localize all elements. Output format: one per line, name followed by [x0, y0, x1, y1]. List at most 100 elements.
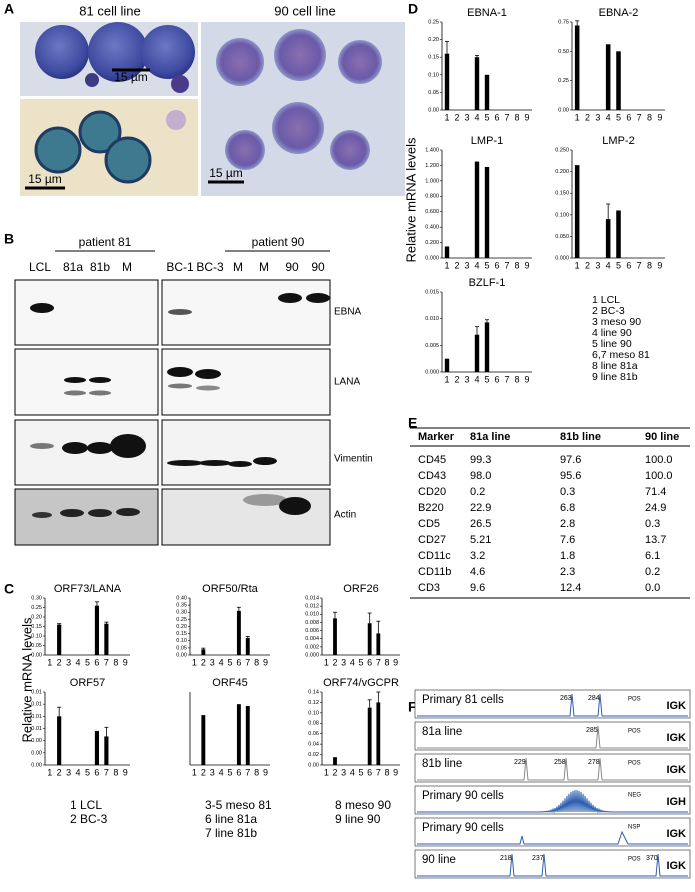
table-cell: 100.0 [645, 454, 673, 466]
x-tick-label: 7 [637, 112, 642, 122]
x-tick-label: 8 [514, 260, 519, 270]
trace-box [414, 689, 691, 719]
x-tick-label: 4 [474, 260, 479, 270]
x-tick-label: 6 [494, 112, 499, 122]
y-tick-label: 0.800 [425, 194, 439, 200]
table-cell: 71.4 [645, 486, 666, 498]
bar [367, 623, 372, 655]
y-tick-label: 0.015 [425, 289, 439, 295]
legend-entry: 9 line 90 [335, 812, 381, 826]
x-tick-label: 2 [57, 767, 62, 777]
y-tick-label: 0.10 [428, 72, 439, 78]
y-tick-label: 0.05 [176, 645, 187, 651]
bar [444, 246, 450, 258]
bar [367, 707, 372, 765]
locus-label: IGH [666, 796, 686, 808]
bar [474, 57, 480, 110]
y-tick-label: 0.15 [176, 631, 187, 637]
trace-label: Primary 90 cells [422, 790, 504, 802]
peak-label: 285 [586, 727, 598, 734]
y-tick-label: 0.02 [308, 752, 319, 758]
y-tick-label: 0.600 [425, 209, 439, 215]
trace-box [414, 753, 691, 783]
blot-label: LANA [334, 377, 360, 388]
x-tick-label: 1 [47, 767, 52, 777]
peak-label: 370 [646, 855, 658, 862]
x-tick-label: 2 [454, 374, 459, 384]
x-tick-label: 7 [104, 767, 109, 777]
y-tick-label: 0.000 [425, 369, 439, 375]
peak-label: 263 [560, 695, 572, 702]
bar [245, 705, 250, 765]
table-cell: 98.0 [470, 470, 491, 482]
error-bar [201, 647, 206, 650]
error-bar [445, 40, 449, 54]
bar [57, 716, 62, 765]
y-tick-label: 0.05 [428, 90, 439, 96]
x-tick-label: 5 [484, 112, 489, 122]
trace-box [414, 721, 691, 751]
y-tick-label: 0.000 [305, 652, 319, 658]
chart-title: ORF50/Rta [202, 583, 259, 595]
lane-label: BC-1 [166, 260, 194, 274]
lane-label: LCL [29, 260, 51, 274]
x-tick-label: 9 [524, 112, 529, 122]
x-tick-label: 1 [192, 657, 197, 667]
error-bar [575, 20, 580, 26]
bar [236, 704, 241, 765]
trace [417, 757, 688, 781]
bar [474, 161, 480, 258]
x-tick-label: 2 [332, 767, 337, 777]
lane-label: M [122, 260, 132, 274]
chart-title: ORF57 [70, 677, 105, 689]
trace-label: 90 line [422, 854, 456, 866]
table-cell: CD20 [418, 486, 446, 498]
bar [444, 53, 450, 110]
lane-label: 90 [311, 260, 325, 274]
panel-letter: F [408, 699, 417, 715]
x-tick-label: 5 [227, 767, 232, 777]
y-tick-label: 0.04 [308, 742, 319, 748]
y-tick-label: 0.15 [428, 55, 439, 61]
x-tick-label: 2 [454, 260, 459, 270]
x-tick-label: 3 [464, 374, 469, 384]
y-tick-label: 0.000 [555, 255, 569, 261]
x-tick-label: 5 [358, 767, 363, 777]
bar [605, 219, 611, 258]
x-tick-label: 7 [104, 657, 109, 667]
chart-title: BZLF-1 [469, 277, 506, 289]
legend-entry: 7 line 81b [205, 826, 257, 840]
bar [104, 623, 109, 655]
y-tick-label: 0.00 [558, 107, 569, 113]
chart-title: LMP-2 [602, 135, 634, 147]
y-tick-label: 0.005 [425, 343, 439, 349]
y-tick-label: 0.10 [176, 638, 187, 644]
bar [236, 610, 241, 655]
y-tick-label: 0.25 [428, 19, 439, 25]
legend-entry: 1 LCL [70, 798, 102, 812]
table-header: 81b line [560, 431, 601, 443]
bar [333, 618, 337, 655]
x-tick-label: 6 [236, 657, 241, 667]
bar [333, 757, 337, 765]
panel-label: 90 cell line [274, 3, 335, 18]
legend-entry: 5 line 90 [592, 338, 632, 350]
y-tick-label: 0.000 [425, 255, 439, 261]
y-tick-label: 0.15 [31, 624, 42, 630]
x-tick-label: 1 [47, 657, 52, 667]
error-bar [475, 55, 479, 58]
y-tick-label: 0.06 [308, 731, 319, 737]
error-bar [475, 326, 479, 335]
legend-entry: 2 BC-3 [592, 305, 625, 317]
y-tick-label: 0.50 [558, 49, 569, 55]
y-tick-label: 1.000 [425, 178, 439, 184]
x-tick-label: 9 [123, 767, 128, 777]
x-tick-label: 9 [263, 767, 268, 777]
y-tick-label: 0.05 [31, 643, 42, 649]
x-tick-label: 4 [350, 767, 355, 777]
table-cell: 2.8 [560, 518, 575, 530]
x-tick-label: 5 [85, 767, 90, 777]
bar [605, 44, 611, 110]
x-tick-label: 4 [606, 112, 611, 122]
x-tick-label: 1 [324, 767, 329, 777]
